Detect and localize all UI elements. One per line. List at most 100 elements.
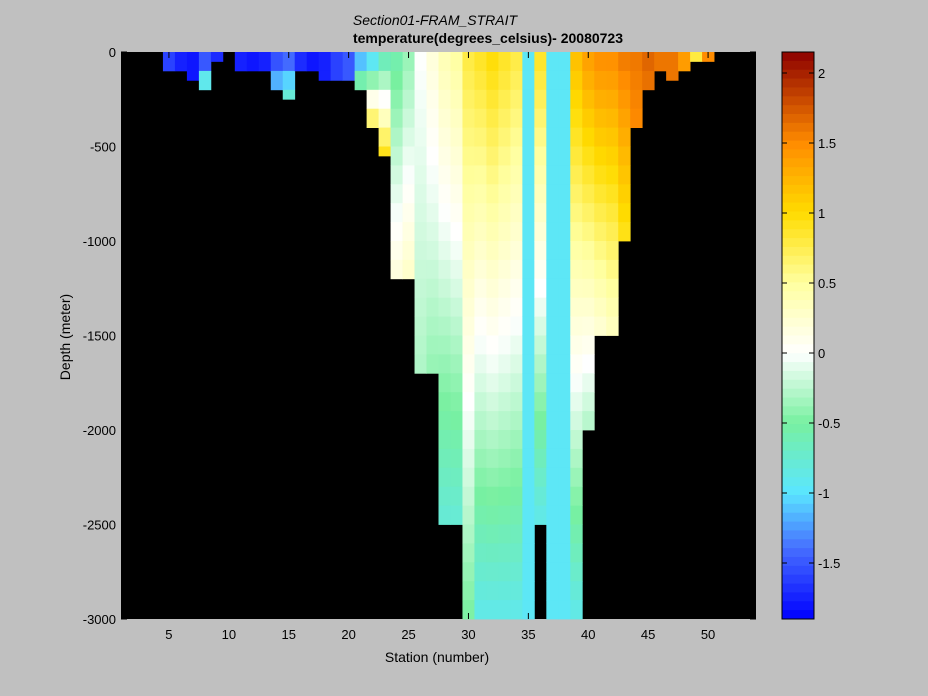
- heatmap-cell: [378, 70, 391, 91]
- heatmap-cell: [426, 222, 439, 242]
- heatmap-cell: [450, 430, 463, 450]
- heatmap-cell: [510, 335, 523, 355]
- heatmap-cell: [570, 581, 583, 601]
- heatmap-cell: [570, 448, 583, 469]
- colorbar-segment: [782, 548, 814, 558]
- heatmap-cell: [582, 165, 595, 185]
- heatmap-cell: [498, 524, 511, 544]
- colorbar-segment: [782, 565, 814, 576]
- heatmap-cell: [414, 184, 427, 204]
- heatmap-cell: [534, 241, 547, 261]
- heatmap-cell: [522, 467, 535, 488]
- heatmap-cell: [486, 316, 499, 336]
- colorbar-segment: [782, 300, 814, 310]
- colorbar-segment: [782, 211, 814, 221]
- heatmap-cell: [582, 52, 595, 72]
- heatmap-cell: [510, 241, 523, 261]
- heatmap-cell: [630, 89, 643, 110]
- heatmap-cell: [498, 316, 511, 336]
- heatmap-cell: [450, 392, 463, 412]
- heatmap-cell: [582, 297, 595, 317]
- heatmap-cell: [450, 52, 463, 72]
- heatmap-cell: [594, 52, 607, 72]
- heatmap-cell: [570, 146, 583, 166]
- heatmap-cell: [630, 108, 643, 128]
- heatmap-cell: [390, 70, 403, 91]
- heatmap-cell: [522, 222, 535, 242]
- heatmap-cell: [522, 108, 535, 128]
- heatmap-cell: [402, 241, 415, 261]
- heatmap-cell: [546, 373, 559, 393]
- heatmap-cell: [462, 316, 475, 336]
- heatmap-cell: [438, 184, 451, 204]
- heatmap-cell: [378, 52, 391, 72]
- colorbar-segment: [782, 78, 814, 88]
- heatmap-cell: [186, 52, 200, 72]
- heatmap-cell: [558, 278, 571, 299]
- heatmap-cell: [498, 241, 511, 261]
- heatmap-cell: [570, 543, 583, 563]
- heatmap-cell: [234, 52, 248, 72]
- heatmap-cell: [474, 146, 487, 166]
- heatmap-cell: [534, 278, 547, 299]
- heatmap-cell: [498, 108, 511, 128]
- heatmap-cell: [558, 562, 571, 582]
- heatmap-cell: [486, 203, 499, 223]
- heatmap-cell: [522, 259, 535, 280]
- colorbar-segment: [782, 69, 814, 79]
- heatmap-cell: [522, 543, 535, 563]
- heatmap-cell: [546, 505, 559, 525]
- heatmap-cell: [402, 203, 415, 223]
- heatmap-cell: [546, 203, 559, 223]
- heatmap-cell: [498, 184, 511, 204]
- heatmap-cell: [498, 562, 511, 582]
- heatmap-cell: [438, 486, 451, 506]
- heatmap-cell: [522, 392, 535, 412]
- heatmap-cell: [594, 108, 607, 128]
- heatmap-cell: [498, 203, 511, 223]
- heatmap-cell: [570, 486, 583, 506]
- heatmap-cell: [474, 335, 487, 355]
- heatmap-cell: [510, 70, 523, 91]
- x-tick-label: 35: [521, 627, 535, 642]
- heatmap-cell: [378, 89, 391, 110]
- heatmap-cell: [438, 297, 451, 317]
- heatmap-cell: [462, 354, 475, 374]
- colorbar-segment: [782, 503, 814, 514]
- heatmap-cell: [426, 52, 439, 72]
- heatmap-cell: [414, 354, 427, 374]
- heatmap-cell: [534, 259, 547, 280]
- heatmap-cell: [438, 467, 451, 488]
- heatmap-cell: [618, 52, 631, 72]
- heatmap-cell: [414, 335, 427, 355]
- colorbar-segment: [782, 335, 814, 345]
- heatmap-cell: [474, 354, 487, 374]
- heatmap-cell: [414, 316, 427, 336]
- heatmap-cell: [450, 165, 463, 185]
- heatmap-cell: [582, 316, 595, 336]
- heatmap-cell: [618, 146, 631, 166]
- heatmap-cell: [690, 52, 703, 62]
- heatmap-cell: [438, 430, 451, 450]
- heatmap-cell: [546, 316, 559, 336]
- heatmap-cell: [426, 259, 439, 280]
- heatmap-cell: [486, 562, 499, 582]
- heatmap-cell: [270, 70, 284, 91]
- heatmap-cell: [438, 411, 451, 431]
- heatmap-cell: [558, 316, 571, 336]
- colorbar-segment: [782, 131, 814, 141]
- heatmap-cell: [438, 505, 451, 525]
- heatmap-cell: [414, 52, 427, 72]
- heatmap-cell: [402, 222, 415, 242]
- heatmap-cell: [606, 278, 619, 299]
- colorbar-frame: [781, 51, 815, 620]
- heatmap-cell: [666, 70, 679, 81]
- heatmap-cell: [558, 297, 571, 317]
- heatmap-cell: [534, 392, 547, 412]
- heatmap-cell: [606, 316, 619, 336]
- y-tick-label: -2500: [83, 518, 116, 533]
- x-tick-label: 25: [401, 627, 415, 642]
- heatmap-cell: [594, 165, 607, 185]
- heatmap-cell: [462, 108, 475, 128]
- heatmap-cell: [438, 392, 451, 412]
